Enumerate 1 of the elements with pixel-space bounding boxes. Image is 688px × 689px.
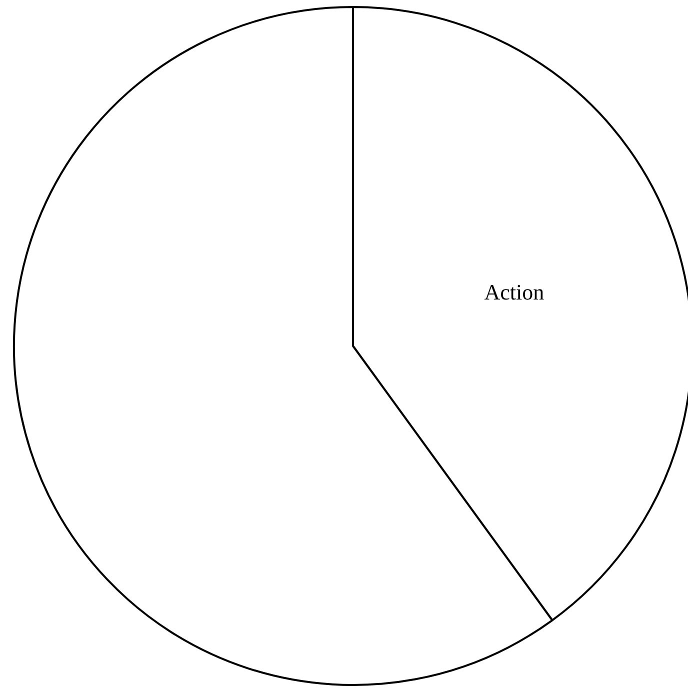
slice-label: Action (484, 279, 544, 304)
